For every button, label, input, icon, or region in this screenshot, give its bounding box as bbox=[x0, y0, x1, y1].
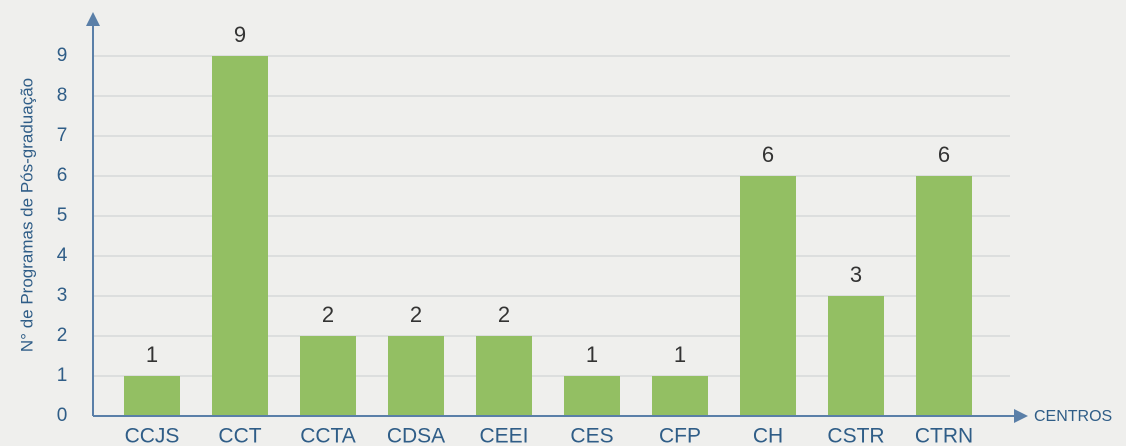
value-label: 9 bbox=[234, 22, 246, 47]
value-label: 1 bbox=[146, 342, 158, 367]
y-axis-label: N° de Programas de Pós-graduação bbox=[17, 78, 36, 352]
y-tick-label: 4 bbox=[57, 245, 68, 266]
value-label: 2 bbox=[498, 302, 510, 327]
value-label: 1 bbox=[674, 342, 686, 367]
bar bbox=[300, 336, 356, 416]
bars: CCJS 1 CCT 9 CCTA 2 CDSA 2 CEEI 2 CES 1 CFP 1 CH 6 CSTR 3… bbox=[124, 22, 973, 446]
x-tick-label: CH bbox=[753, 425, 783, 446]
bar bbox=[388, 336, 444, 416]
bar bbox=[124, 376, 180, 416]
y-axis-arrow bbox=[86, 12, 100, 26]
y-tick-label: 7 bbox=[57, 125, 68, 146]
x-tick-label: CEEI bbox=[479, 425, 528, 446]
y-tick-label: 6 bbox=[57, 165, 68, 186]
x-tick-label: CCT bbox=[218, 425, 261, 446]
bar bbox=[476, 336, 532, 416]
y-tick-label: 5 bbox=[57, 205, 68, 226]
value-label: 3 bbox=[850, 262, 862, 287]
y-tick-label: 0 bbox=[57, 405, 68, 426]
bar bbox=[740, 176, 796, 416]
x-tick-label: CSTR bbox=[827, 425, 884, 446]
x-axis-label: CENTROS bbox=[1034, 408, 1112, 425]
y-tick-label: 2 bbox=[57, 325, 68, 346]
x-axis-arrow bbox=[1014, 409, 1028, 423]
bar bbox=[564, 376, 620, 416]
bar bbox=[916, 176, 972, 416]
y-tick-label: 8 bbox=[57, 85, 68, 106]
x-tick-label: CCTA bbox=[300, 425, 356, 446]
x-tick-label: CCJS bbox=[125, 425, 180, 446]
x-tick-label: CES bbox=[570, 425, 613, 446]
value-label: 2 bbox=[322, 302, 334, 327]
value-label: 6 bbox=[938, 142, 950, 167]
bar bbox=[212, 56, 268, 416]
y-tick-label: 9 bbox=[57, 45, 68, 66]
value-label: 1 bbox=[586, 342, 598, 367]
value-label: 6 bbox=[762, 142, 774, 167]
bar bbox=[652, 376, 708, 416]
x-tick-label: CTRN bbox=[915, 425, 973, 446]
value-label: 2 bbox=[410, 302, 422, 327]
y-tick-label: 1 bbox=[57, 365, 68, 386]
x-tick-label: CDSA bbox=[387, 425, 445, 446]
bar bbox=[828, 296, 884, 416]
x-tick-label: CFP bbox=[659, 425, 701, 446]
y-tick-label: 3 bbox=[57, 285, 68, 306]
